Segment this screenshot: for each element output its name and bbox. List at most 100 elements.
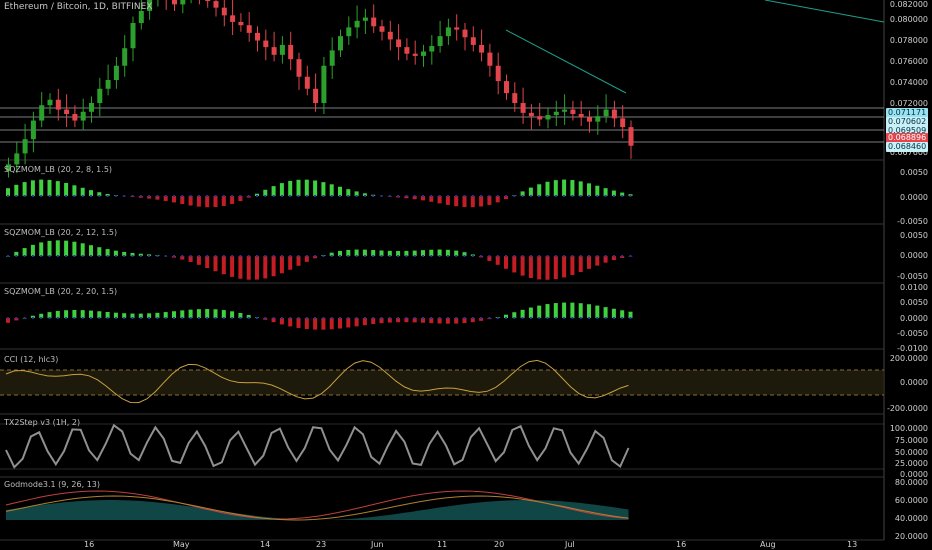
candle-body: [362, 17, 368, 21]
sqz20-axis: 0.0100: [900, 283, 928, 292]
squeeze-dot: [314, 255, 317, 257]
momentum-bar: [64, 240, 69, 256]
momentum-bar: [587, 183, 591, 196]
squeeze-dot: [496, 317, 499, 319]
momentum-bar: [512, 312, 517, 318]
squeeze-dot: [15, 317, 18, 319]
candle-body: [620, 118, 626, 128]
squeeze-dot: [239, 317, 242, 319]
momentum-bar: [14, 184, 19, 196]
squeeze-dot: [505, 255, 507, 257]
candle-body: [246, 25, 252, 33]
candle-body: [22, 139, 28, 154]
squeeze-dot: [347, 255, 350, 257]
momentum-bar: [304, 318, 309, 330]
x-axis-label: 13: [847, 540, 858, 549]
candle-body: [205, 0, 211, 2]
godmode-axis: 60.0000: [894, 496, 928, 505]
momentum-bar: [338, 318, 342, 329]
squeeze-dot: [579, 317, 582, 319]
squeeze-dot: [388, 317, 391, 319]
squeeze-dot: [521, 195, 524, 197]
squeeze-dot: [488, 255, 491, 257]
squeeze-dot: [604, 195, 607, 197]
momentum-bar: [562, 256, 567, 278]
price-axis-label: 0.072000: [889, 99, 928, 108]
momentum-bar: [113, 250, 118, 256]
candle-body: [97, 88, 103, 104]
momentum-bar: [30, 315, 35, 318]
candle-body: [113, 65, 119, 80]
momentum-bar: [255, 193, 259, 196]
squeeze-dot: [272, 195, 275, 197]
squeeze-dot: [413, 317, 416, 319]
momentum-bar: [221, 256, 226, 275]
squeeze-dot: [214, 255, 217, 257]
sqz20-axis: 0.0000: [900, 314, 928, 323]
momentum-bar: [354, 191, 359, 196]
momentum-bar: [620, 192, 625, 196]
momentum-bar: [39, 242, 44, 256]
squeeze-dot: [314, 195, 317, 197]
squeeze-dot: [90, 195, 92, 197]
momentum-bar: [454, 318, 459, 324]
momentum-bar: [205, 256, 210, 269]
squeeze-dot: [305, 195, 308, 197]
momentum-bar: [562, 179, 567, 196]
squeeze-dot: [355, 255, 358, 257]
momentum-bar: [196, 256, 201, 265]
momentum-bar: [279, 256, 284, 274]
squeeze-dot: [48, 317, 51, 319]
squeeze-dot: [621, 255, 624, 257]
squeeze-dot: [173, 195, 175, 197]
squeeze-dot: [65, 317, 68, 319]
momentum-bar: [22, 248, 27, 256]
momentum-bar: [620, 256, 625, 259]
squeeze-dot: [579, 195, 582, 197]
candle-body: [595, 116, 601, 122]
squeeze-dot: [23, 255, 26, 257]
squeeze-dot: [139, 317, 142, 319]
x-axis-label: 20: [494, 540, 505, 549]
momentum-bar: [188, 196, 193, 206]
squeeze-dot: [7, 255, 9, 257]
momentum-bar: [130, 313, 135, 318]
squeeze-dot: [388, 255, 391, 257]
momentum-bar: [39, 179, 44, 196]
squeeze-dot: [256, 317, 258, 319]
candle-body: [504, 81, 509, 94]
squeeze-dot: [405, 195, 408, 197]
squeeze-dot: [56, 195, 59, 197]
momentum-bar: [64, 310, 69, 318]
godmode-wave-fill: [6, 500, 629, 520]
momentum-bar: [362, 249, 367, 256]
squeeze-dot: [189, 255, 192, 257]
squeeze-dot: [579, 255, 582, 257]
squeeze-dot: [239, 255, 242, 257]
momentum-bar: [362, 193, 367, 196]
momentum-bar: [537, 184, 542, 196]
squeeze-dot: [131, 317, 134, 319]
squeeze-dot: [131, 255, 134, 257]
squeeze-dot: [65, 195, 68, 197]
momentum-bar: [55, 181, 60, 196]
x-axis-label: 16: [676, 540, 687, 549]
candle-body: [255, 32, 260, 41]
momentum-bar: [528, 256, 533, 278]
squeeze-dot: [480, 317, 483, 319]
squeeze-dot: [256, 255, 258, 257]
momentum-bar: [528, 307, 533, 318]
candle-body: [296, 59, 302, 77]
momentum-bar: [495, 256, 500, 265]
candle-body: [404, 47, 410, 54]
squeeze-dot: [372, 255, 375, 257]
momentum-bar: [354, 249, 359, 256]
squeeze-dot: [40, 255, 43, 257]
squeeze-dot: [521, 255, 524, 257]
candle-body: [130, 23, 136, 49]
candle-body: [628, 127, 634, 146]
sqz12-axis: 0.0050: [900, 231, 928, 240]
momentum-bar: [487, 256, 492, 261]
candle-body: [587, 117, 592, 122]
candle-body: [412, 53, 418, 56]
